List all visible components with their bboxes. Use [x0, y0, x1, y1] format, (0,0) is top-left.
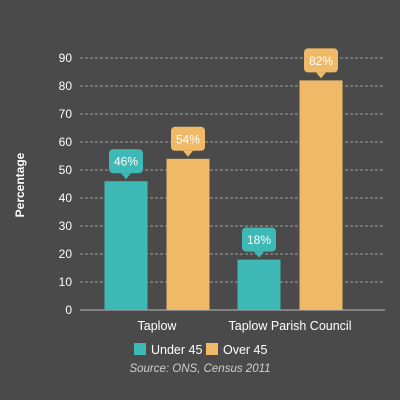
x-category-label: Taplow: [138, 319, 178, 333]
data-label-pointer: [316, 72, 326, 79]
y-tick-label: 0: [65, 303, 72, 317]
data-labels: 46% 18% 54% 82%: [109, 48, 338, 258]
data-label: 54%: [176, 132, 200, 146]
source-note: Source: ONS, Census 2011: [129, 363, 270, 375]
data-label-pointer: [121, 173, 131, 180]
bar: [299, 80, 343, 311]
y-tick-label: 10: [59, 275, 73, 289]
x-category-label: Taplow Parish Council: [229, 319, 352, 333]
y-tick-label: 70: [59, 107, 73, 121]
bar: [237, 259, 281, 310]
legend: Under 45 Over 45: [134, 343, 268, 357]
data-label: 18%: [247, 233, 271, 247]
bar: [166, 158, 210, 310]
data-label: 82%: [309, 54, 333, 68]
data-label-bubble: [304, 48, 338, 73]
legend-label: Under 45: [151, 343, 202, 357]
data-label-bubble: [171, 126, 205, 151]
y-tick-label: 30: [59, 219, 73, 233]
data-label-pointer: [183, 150, 193, 157]
bar: [104, 181, 148, 310]
y-tick-label: 20: [59, 247, 73, 261]
legend-label: Over 45: [223, 343, 268, 357]
y-axis-ticks: 0 10 20 30 40 50 60 70 80 90: [59, 51, 73, 317]
y-axis-label: Percentage: [13, 152, 27, 217]
y-tick-label: 50: [59, 163, 73, 177]
y-tick-label: 80: [59, 79, 73, 93]
legend-swatch: [206, 343, 218, 355]
data-label-bubble: [242, 227, 276, 252]
data-label-bubble: [109, 149, 143, 174]
legend-swatch: [134, 343, 146, 355]
y-tick-label: 90: [59, 51, 73, 65]
data-label-pointer: [254, 251, 264, 258]
y-tick-label: 40: [59, 191, 73, 205]
bars: [104, 80, 343, 311]
x-axis-categories: Taplow Taplow Parish Council: [138, 319, 352, 333]
y-tick-label: 60: [59, 135, 73, 149]
data-label: 46%: [114, 155, 138, 169]
